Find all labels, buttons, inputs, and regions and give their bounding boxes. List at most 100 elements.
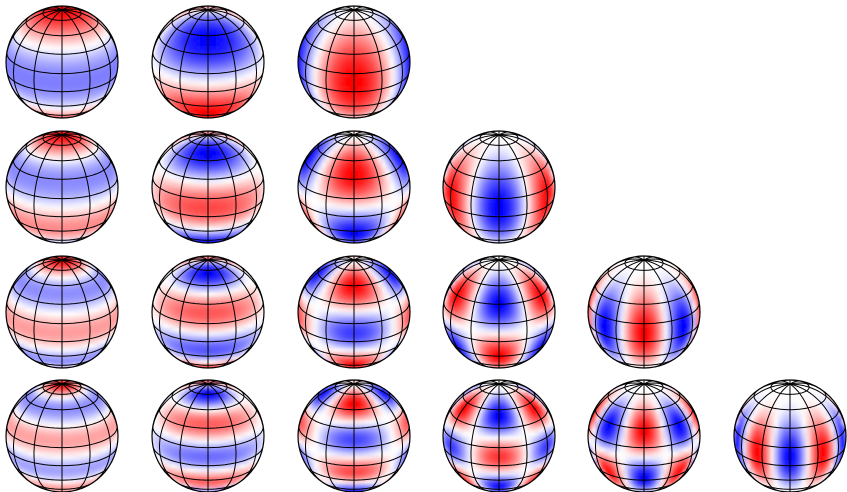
shade-cell — [370, 90, 375, 95]
shade-cell — [366, 90, 371, 95]
shade-cell — [499, 207, 504, 212]
shade-cell — [362, 231, 367, 236]
shade-cell — [338, 90, 343, 95]
shade-cell — [547, 175, 552, 180]
shade-cell — [22, 183, 27, 188]
shade-cell — [330, 14, 335, 19]
shade-cell — [26, 46, 31, 51]
shade-cell — [515, 207, 520, 212]
shade-cell — [322, 34, 327, 39]
shade-cell — [358, 203, 363, 208]
shade-cell — [228, 62, 233, 67]
shade-cell — [318, 54, 323, 59]
shade-cell — [326, 106, 331, 111]
grid-line — [353, 134, 404, 235]
shade-cell — [18, 62, 23, 67]
shade-cell — [386, 46, 391, 51]
shade-cell — [200, 74, 205, 79]
shade-cell — [180, 163, 185, 168]
shade-cell — [58, 159, 63, 164]
shade-cell — [543, 195, 548, 200]
shade-cell — [38, 58, 43, 63]
shade-cell — [196, 239, 201, 243]
shade-cell — [118, 191, 123, 196]
shade-cell — [326, 199, 331, 204]
shade-cell — [350, 231, 355, 236]
shade-cell — [22, 175, 27, 180]
shade-cell — [192, 155, 197, 160]
shade-cell — [338, 187, 343, 192]
shade-cell — [94, 54, 99, 59]
shade-cell — [90, 191, 95, 196]
shade-cell — [70, 223, 75, 228]
shade-cell — [86, 98, 91, 103]
shade-cell — [46, 243, 51, 248]
shade-cell — [543, 159, 548, 164]
shade-cell — [378, 155, 383, 160]
shade-cell — [42, 163, 47, 168]
shade-cell — [523, 203, 528, 208]
shade-cell — [447, 175, 452, 180]
shade-cell — [46, 131, 51, 132]
shade-cell — [463, 183, 468, 188]
shade-cell — [370, 86, 375, 91]
shade-cell — [244, 46, 249, 51]
shade-cell — [30, 66, 35, 71]
shade-cell — [302, 54, 307, 59]
shade-cell — [14, 147, 19, 152]
shade-cell — [164, 74, 169, 79]
shade-cell — [264, 58, 269, 63]
shade-cell — [90, 78, 95, 83]
shade-cell — [402, 46, 407, 51]
shade-cell — [176, 26, 181, 31]
shade-cell — [82, 98, 87, 103]
shade-cell — [248, 78, 253, 83]
shade-cell — [374, 179, 379, 184]
shade-cell — [90, 195, 95, 200]
shade-cell — [354, 94, 359, 99]
shade-cell — [310, 187, 315, 192]
shade-cell — [54, 78, 59, 83]
shade-cell — [240, 199, 245, 204]
shade-cell — [62, 26, 67, 31]
shade-cell — [318, 179, 323, 184]
shade-cell — [54, 231, 59, 236]
shade-cell — [451, 183, 456, 188]
shade-cell — [467, 155, 472, 160]
shade-cell — [354, 227, 359, 232]
shade-cell — [252, 22, 257, 27]
shade-cell — [318, 70, 323, 75]
shade-cell — [94, 143, 99, 148]
shade-cell — [334, 86, 339, 91]
shade-cell — [102, 102, 107, 107]
shade-cell — [224, 199, 229, 204]
shade-cell — [410, 66, 415, 71]
shade-cell — [224, 82, 229, 87]
shade-cell — [370, 231, 375, 236]
shade-cell — [10, 175, 15, 180]
shade-cell — [491, 151, 496, 156]
shade-cell — [354, 58, 359, 63]
shade-cell — [338, 135, 343, 140]
shade-cell — [354, 211, 359, 216]
shade-cell — [523, 131, 528, 136]
shade-cell — [70, 151, 75, 156]
shade-cell — [106, 207, 111, 212]
shade-cell — [543, 199, 548, 204]
shade-cell — [168, 183, 173, 188]
shade-cell — [248, 227, 253, 232]
shade-cell — [256, 82, 261, 87]
shade-cell — [471, 207, 476, 212]
shade-cell — [180, 227, 185, 232]
shade-cell — [46, 151, 51, 156]
shade-cell — [467, 167, 472, 172]
shade-cell — [511, 151, 516, 156]
shade-cell — [54, 94, 59, 99]
shade-cell — [86, 175, 91, 180]
shade-cell — [471, 199, 476, 204]
shade-cell — [204, 90, 209, 95]
shade-cell — [196, 102, 201, 107]
shade-cell — [410, 187, 415, 192]
shade-cell — [208, 243, 213, 248]
shade-cell — [539, 187, 544, 192]
